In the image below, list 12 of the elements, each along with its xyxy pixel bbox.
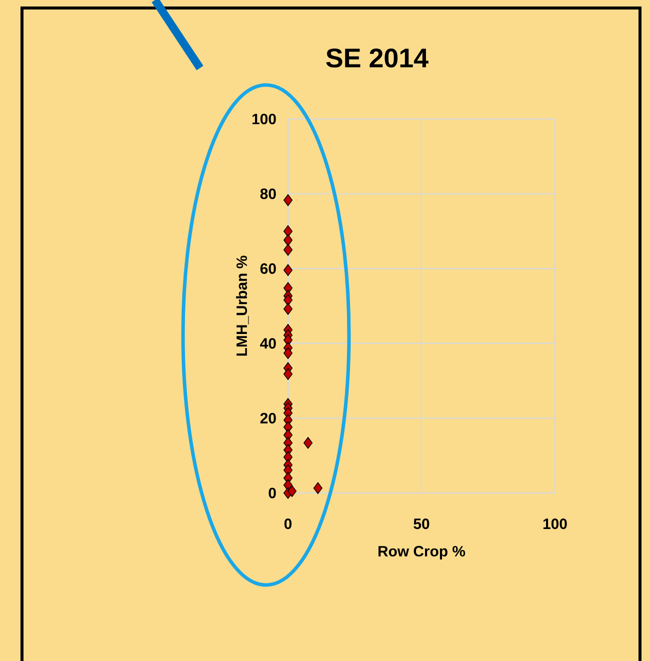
x-tick-label: 0	[284, 518, 292, 530]
y-tick-label: 20	[260, 412, 276, 424]
y-tick-label: 0	[268, 488, 276, 498]
y-tick-label: 100	[252, 114, 276, 124]
x-tick-label: 100	[543, 518, 567, 530]
x-axis-title: Row Crop %	[378, 546, 466, 560]
y-tick-label: 80	[260, 188, 276, 200]
y-axis-title: LMH_Urban %	[236, 256, 249, 356]
y-tick-label: 40	[260, 338, 276, 349]
x-tick-label: 50	[414, 518, 430, 530]
chart-title: SE 2014	[326, 48, 428, 68]
y-tick-label: 60	[260, 263, 276, 274]
